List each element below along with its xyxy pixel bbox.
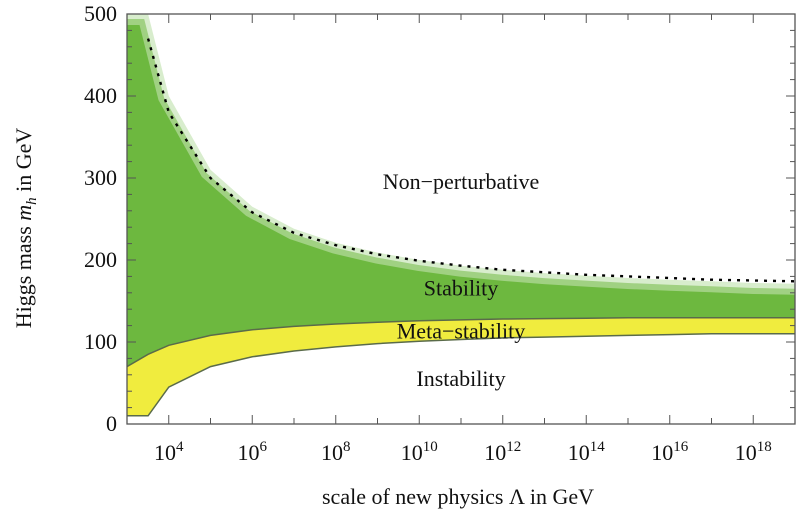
x-tick-label: 108 bbox=[321, 439, 351, 465]
y-tick-label: 200 bbox=[84, 247, 117, 272]
metastability-bound-line bbox=[127, 333, 795, 417]
y-tick-label: 300 bbox=[84, 165, 117, 190]
x-tick-labels: 104 106 108 1010 1012 1014 1016 1018 bbox=[154, 439, 772, 465]
x-tick-label: 1018 bbox=[735, 439, 772, 465]
x-tick-label: 1014 bbox=[568, 439, 606, 465]
x-axis-title: scale of new physics Λ in GeV bbox=[322, 484, 594, 509]
y-tick-label: 400 bbox=[84, 83, 117, 108]
y-tick-label: 500 bbox=[84, 1, 117, 26]
x-tick-label: 1010 bbox=[401, 439, 438, 465]
region-label: Non−perturbative bbox=[383, 169, 540, 194]
region-label: Instability bbox=[416, 366, 505, 391]
x-tick-label: 1016 bbox=[651, 439, 689, 465]
x-tick-label: 104 bbox=[154, 439, 184, 465]
y-axis-title: Higgs mass mh in GeV bbox=[11, 128, 40, 329]
perturbativity-fade-edge-inner bbox=[127, 14, 795, 295]
x-tick-label: 1012 bbox=[484, 439, 521, 465]
stability-bound-line bbox=[127, 317, 795, 368]
axis-ticks bbox=[126, 13, 796, 425]
metastability-region bbox=[127, 317, 795, 416]
y-tick-label: 0 bbox=[106, 411, 117, 436]
dotted-bound-line bbox=[146, 38, 795, 283]
perturbativity-fade-edge bbox=[127, 14, 795, 289]
x-tick-label: 106 bbox=[238, 439, 268, 465]
region-labels: Non−perturbative Stability Meta−stability I… bbox=[383, 169, 540, 391]
y-tick-labels: 0 100 200 300 400 500 bbox=[84, 1, 117, 436]
region-label: Meta−stability bbox=[397, 318, 526, 343]
y-tick-label: 100 bbox=[84, 329, 117, 354]
plot-area bbox=[127, 14, 795, 417]
region-label: Stability bbox=[424, 276, 499, 301]
